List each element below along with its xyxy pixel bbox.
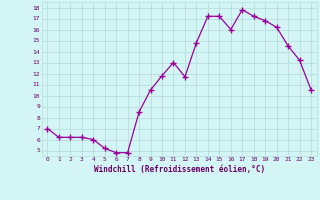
X-axis label: Windchill (Refroidissement éolien,°C): Windchill (Refroidissement éolien,°C)	[94, 165, 265, 174]
